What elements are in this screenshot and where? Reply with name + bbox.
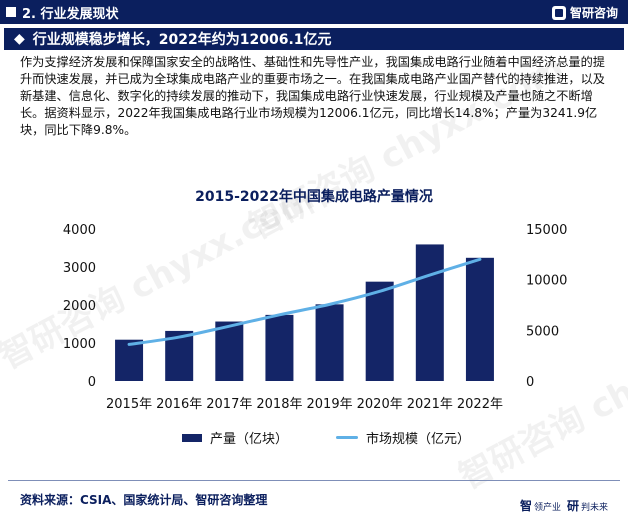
slogan-char-2: 研: [566, 499, 579, 513]
y-left-tick-label: 4000: [63, 223, 96, 238]
bar-production: [365, 281, 394, 381]
source-note: 资料来源：CSIA、国家统计局、智研咨询整理: [20, 493, 268, 507]
chart-legend: 产量（亿块） 市场规模（亿元）: [182, 428, 518, 447]
footer-divider: [8, 480, 620, 481]
x-tick-label: 2016年: [156, 397, 202, 412]
headline-bar: ◆ 行业规模稳步增长，2022年约为12006.1亿元: [4, 28, 624, 50]
legend-line-swatch: [336, 436, 359, 439]
slogan-char-1: 智: [519, 499, 532, 513]
bar-production: [415, 244, 444, 381]
bar-production: [265, 314, 294, 381]
brand-slogan: 智 领产业 研 判未来: [520, 497, 614, 514]
y-right-tick-label: 10000: [526, 274, 567, 289]
line-market-size: [127, 257, 482, 346]
x-tick-label: 2017年: [206, 397, 252, 412]
chart: 0 1000 2000 3000 4000 0 5000 10000 15000 2015年 2…: [63, 223, 567, 412]
y-left-tick-label: 0: [88, 375, 96, 390]
x-tick-label: 2021年: [407, 397, 453, 412]
diamond-icon: ◆: [14, 31, 25, 47]
y-left-tick-label: 1000: [63, 337, 96, 352]
legend-item-bar: 产量（亿块）: [182, 428, 288, 447]
slogan-text-2: 判未来: [580, 503, 608, 513]
y-left-tick-label: 2000: [63, 299, 96, 314]
headline-text: 行业规模稳步增长，2022年约为12006.1亿元: [32, 32, 332, 48]
square-icon: [6, 7, 16, 17]
x-tick-label: 2020年: [357, 397, 403, 412]
legend-bar-swatch: [182, 433, 202, 442]
section-header-bar: 2. 行业发展现状 智研咨询: [0, 0, 628, 24]
bar-production: [465, 257, 494, 381]
y-right-tick-label: 0: [526, 375, 534, 390]
bar-production: [215, 321, 244, 381]
x-tick-label: 2022年: [457, 397, 503, 412]
legend-line-label: 市场规模（亿元）: [366, 432, 471, 447]
bar-production: [315, 304, 344, 381]
summary-paragraph: 作为支撑经济发展和保障国家安全的战略性、基础性和先导性产业，我国集成电路行业随着…: [20, 55, 605, 137]
brand-top: 智研咨询: [551, 4, 618, 21]
chart-title: 2015-2022年中国集成电路产量情况: [195, 189, 433, 205]
bar-production: [115, 339, 144, 381]
brand-name: 智研咨询: [569, 6, 618, 20]
legend-bar-label: 产量（亿块）: [210, 432, 289, 447]
brand-logo-icon: [551, 5, 566, 20]
section-title: 2. 行业发展现状: [22, 6, 119, 22]
legend-item-line: 市场规模（亿元）: [336, 428, 470, 447]
y-left-tick-label: 3000: [63, 261, 96, 276]
x-tick-label: 2018年: [256, 397, 302, 412]
slogan-text-1: 领产业: [533, 503, 561, 513]
x-tick-label: 2019年: [307, 397, 353, 412]
y-right-tick-label: 5000: [526, 324, 559, 339]
x-tick-label: 2015年: [106, 397, 152, 412]
y-right-tick-label: 15000: [526, 223, 567, 238]
